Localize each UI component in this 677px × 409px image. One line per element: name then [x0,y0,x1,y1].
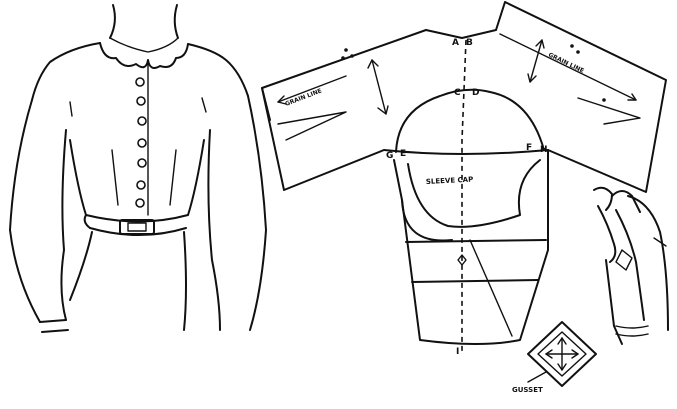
label-point-b: B [466,38,473,48]
label-point-h: H [540,145,548,155]
gusset-label: GUSSET [512,386,543,394]
label-point-d: D [472,88,479,98]
label-point-e: E [400,149,406,159]
label-point-g: G [386,151,393,161]
label-point-f: F [526,143,532,153]
gusset-diagram [527,321,597,387]
label-point-i: I [456,347,459,357]
blouse-figure [9,4,267,333]
label-point-a: A [452,38,459,48]
sleeve-cap-label: SLEEVE CAP [426,176,474,186]
sleeve-pattern [261,1,667,352]
hand-cuff-figure [593,186,669,345]
label-point-c: C [454,88,461,98]
grain-line-label-right: GRAIN LINE [547,52,585,75]
